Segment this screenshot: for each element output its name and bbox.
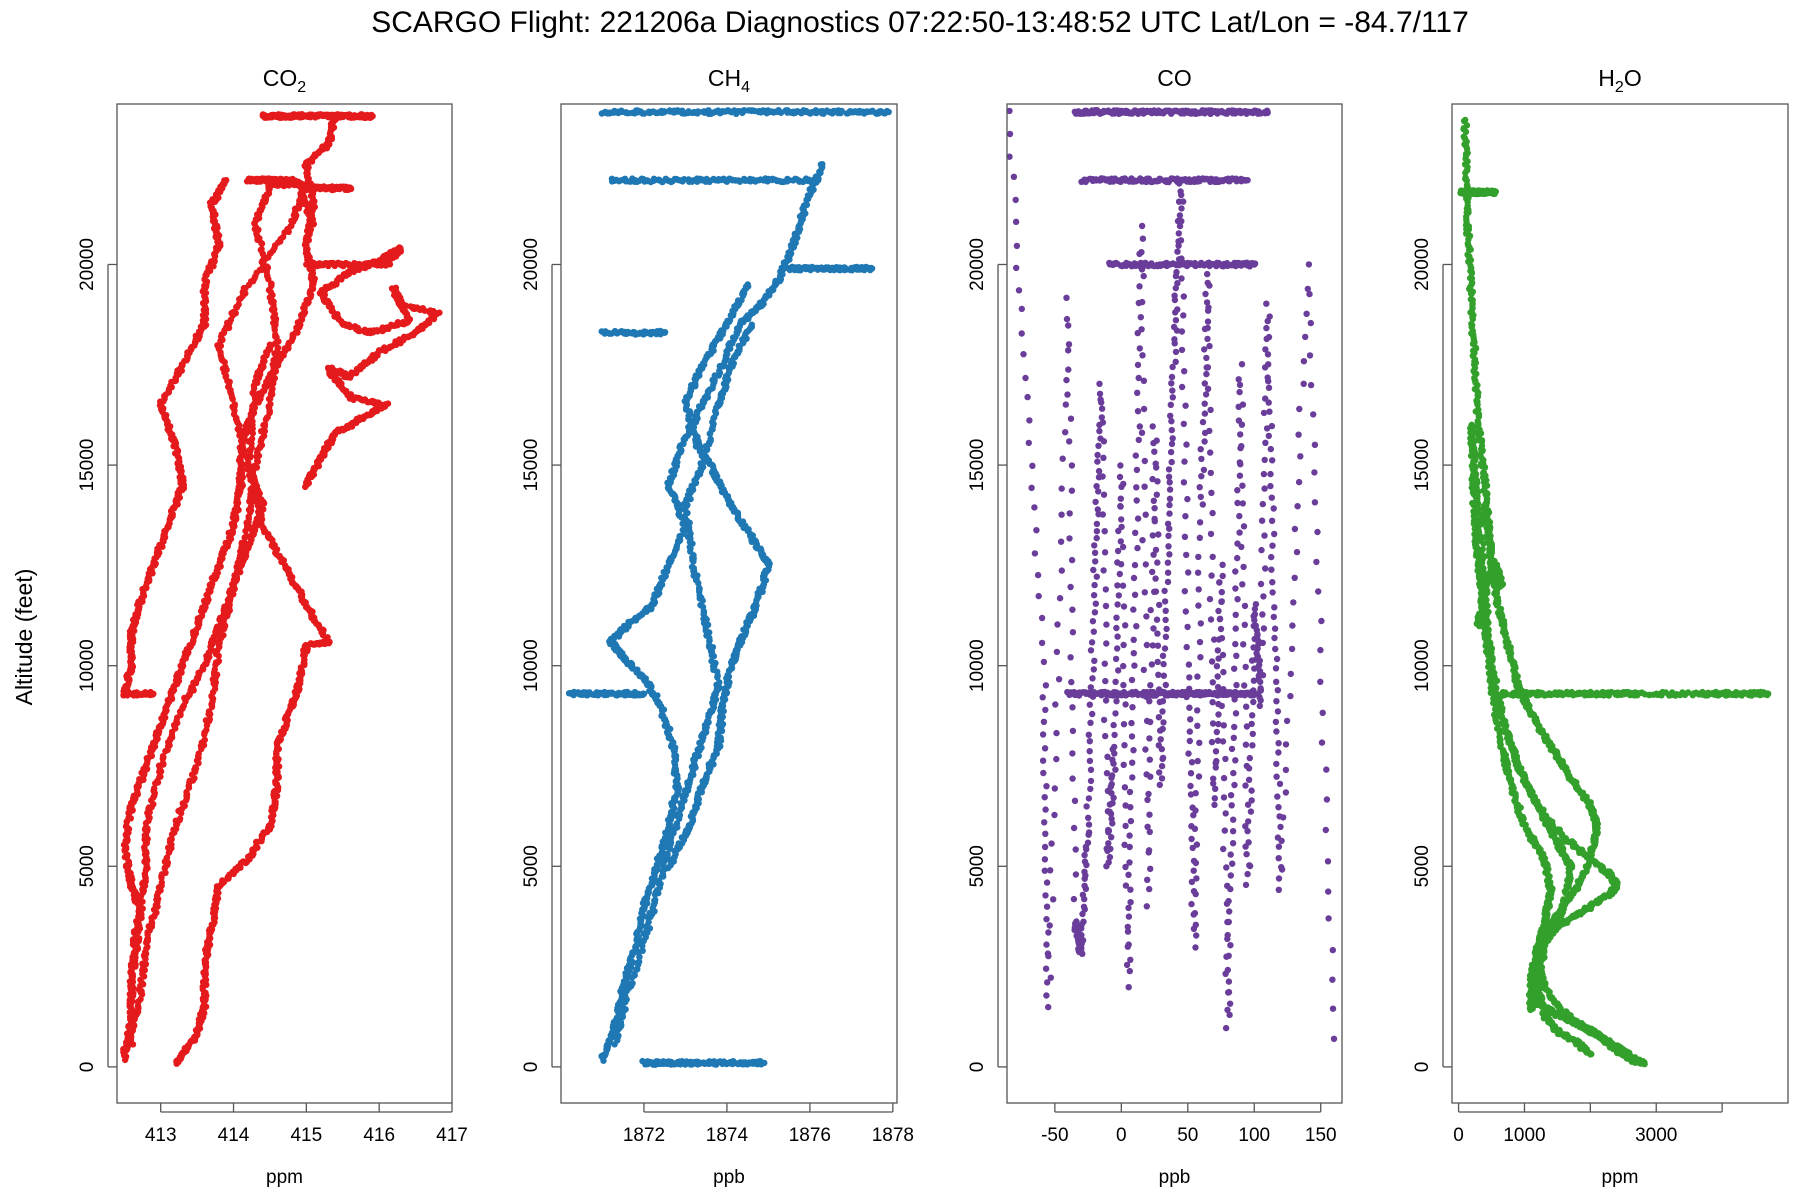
point [819,161,826,168]
point [261,428,268,435]
point [263,414,270,422]
point [272,331,279,338]
point [245,472,253,479]
y-axis-label: Altitude (feet) [11,569,37,706]
y-tick-label: 10000 [77,639,98,692]
point [176,815,184,822]
point [260,421,267,429]
point [622,993,629,1000]
point [247,452,254,460]
point [139,960,146,967]
point [222,363,229,371]
point [346,185,354,192]
point [223,177,230,184]
point [744,281,751,288]
x-tick-label: 416 [363,1125,395,1146]
point [259,264,266,271]
point [231,401,238,408]
point [159,753,167,760]
point [258,245,265,253]
point [250,483,257,491]
point [267,400,274,408]
figure-title: SCARGO Flight: 221206a Diagnostics 07:22… [371,6,1469,39]
point [230,308,237,315]
point [303,261,310,268]
point [168,836,175,843]
point [248,417,255,424]
x-axis-label: ppm [266,1167,303,1188]
panel-title-main: CH [708,65,741,91]
point [127,982,134,990]
y-tick-label: 20000 [77,238,98,291]
point [201,736,208,744]
point [123,823,130,830]
panel-title: CO2 [263,65,307,96]
point [139,898,146,905]
point [225,324,233,332]
point [688,563,696,571]
panel-title-subscript: 4 [741,79,750,96]
point [215,657,223,665]
point [142,824,149,831]
panel-title: CH4 [708,65,750,96]
point [158,879,165,886]
point [137,995,144,1003]
y-tick-label: 0 [77,1062,98,1073]
x-tick-label: 417 [436,1125,468,1146]
panel-1: CO2 413 414 415 416 417 0 5000 10000 15000 20000 pp… [77,65,468,1188]
point [270,356,277,364]
panel-title-main: CO [263,65,298,91]
point [368,112,376,120]
point [310,221,317,228]
point [266,341,274,348]
y-tick-label: 5000 [77,845,98,887]
x-tick-label: 413 [145,1125,177,1146]
data-points [120,111,443,1067]
point [248,435,256,442]
point [151,785,158,792]
point [245,459,252,467]
point [272,368,280,375]
panels: CO2 413 414 415 416 417 0 5000 10000 15000 20000 pp… [77,65,1789,1188]
point [629,980,636,987]
y-tick-label: 15000 [77,439,98,492]
data-points [565,107,892,1068]
point [640,690,648,697]
x-tick-label: 415 [290,1125,322,1146]
point [150,690,157,697]
point [163,854,171,861]
x-tick-label: 414 [218,1125,250,1146]
point [265,395,273,403]
point [206,715,213,723]
point [235,301,242,308]
point [748,321,755,328]
point [229,528,236,535]
point [294,329,301,336]
panel-title-subscript: 2 [297,79,306,96]
point [138,911,145,918]
point [251,400,258,407]
point [195,750,202,757]
